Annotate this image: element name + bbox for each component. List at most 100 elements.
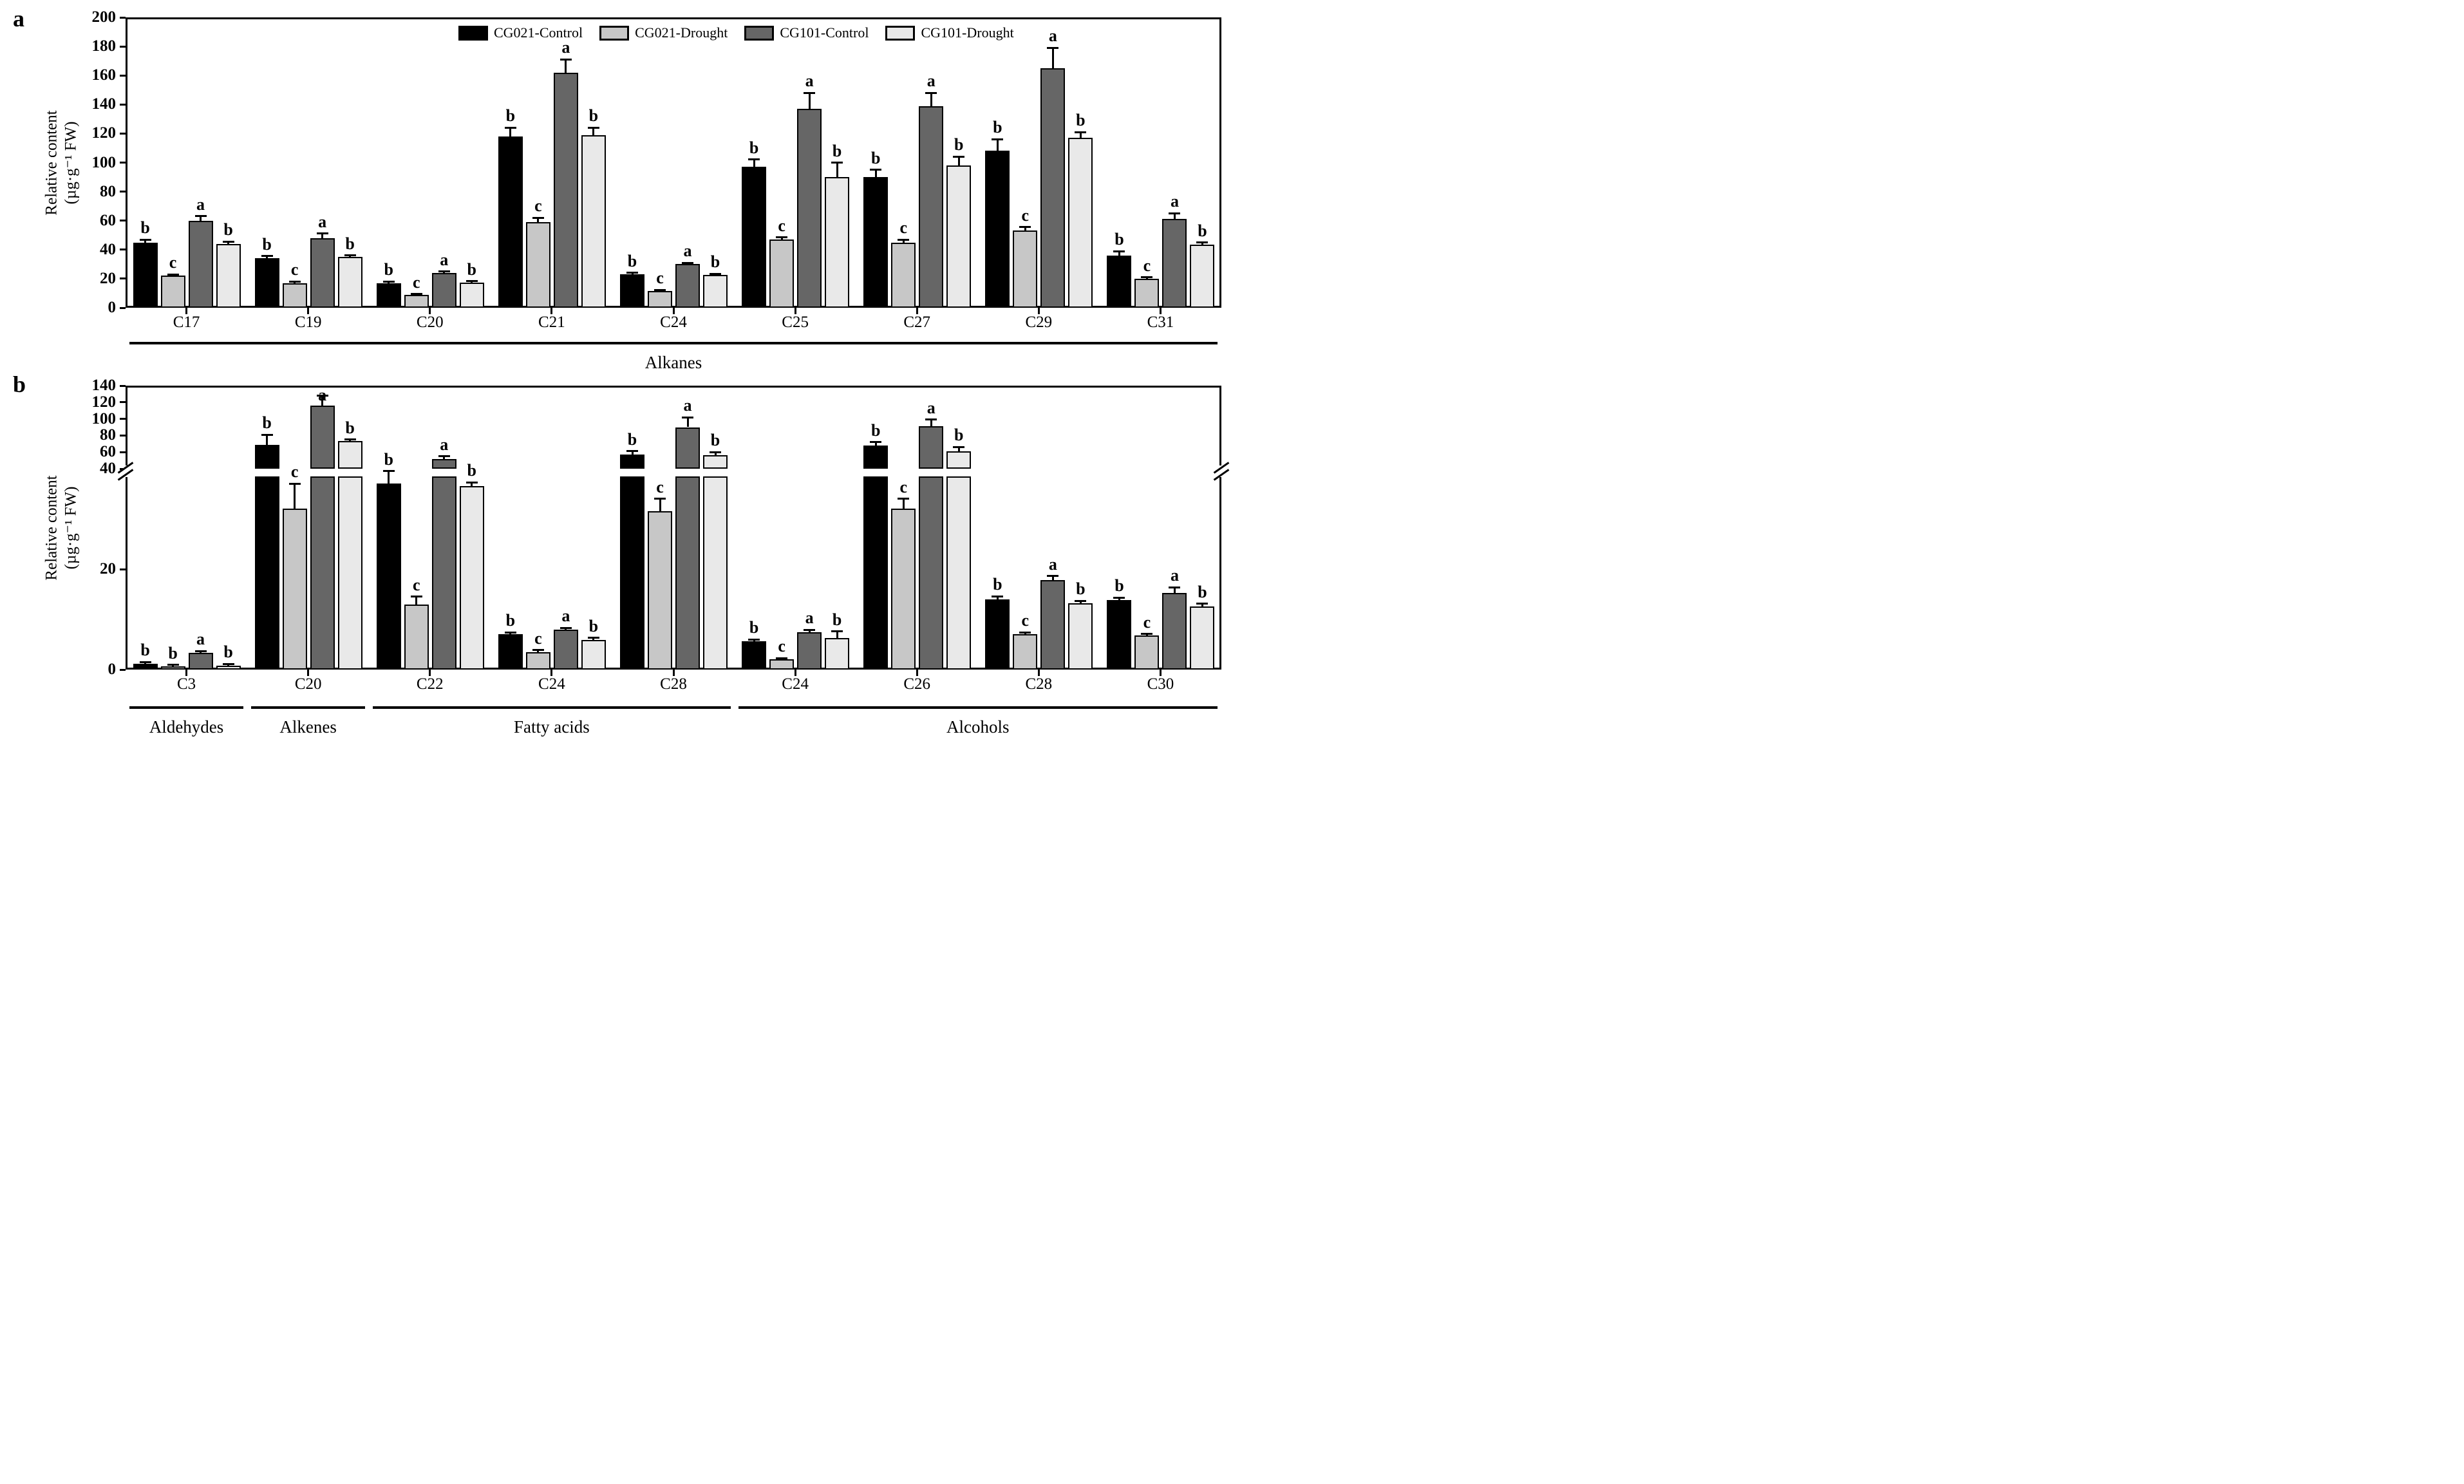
bar [404, 294, 429, 308]
y-tick-label: 120 [91, 124, 117, 142]
y-tick-mark [120, 568, 126, 570]
bar [1068, 138, 1093, 308]
bar [1013, 230, 1038, 308]
error-bar-cap [1075, 131, 1087, 133]
bar [216, 243, 241, 308]
significance-letter: b [870, 148, 881, 167]
bar [891, 509, 916, 670]
error-bar [200, 216, 202, 221]
significance-letter: b [749, 138, 759, 157]
error-bar-cap [710, 272, 721, 275]
significance-letter: b [710, 431, 720, 450]
error-bar [996, 596, 999, 599]
error-bar [321, 395, 324, 406]
y-tick-label: 140 [91, 95, 117, 113]
error-bar [509, 127, 512, 136]
error-bar [1051, 576, 1054, 581]
bar-upper-segment [703, 455, 728, 469]
x-tick-mark [550, 670, 553, 676]
bar-lower-segment [620, 476, 644, 670]
error-bar [266, 435, 268, 445]
error-bar [227, 241, 230, 244]
significance-letter: b [627, 429, 637, 449]
error-bar [1173, 213, 1176, 220]
bar [553, 72, 578, 308]
error-bar-cap [654, 288, 666, 291]
legend-item: CG021-Control [458, 24, 583, 41]
significance-letter: c [778, 637, 785, 656]
bar-lower-segment [431, 476, 456, 670]
significance-letter: b [710, 252, 720, 271]
category-class-line [738, 706, 1218, 709]
significance-letter: a [926, 71, 936, 91]
error-bar-cap [1113, 596, 1125, 599]
y-tick-mark [120, 451, 126, 453]
legend-swatch [599, 25, 630, 41]
y-tick-mark [120, 401, 126, 404]
significance-letter: a [683, 241, 692, 261]
significance-letter: b [832, 610, 842, 629]
error-bar-cap [1196, 603, 1208, 605]
y-tick-mark [120, 74, 126, 77]
error-bar-cap [344, 438, 356, 441]
significance-letter: b [749, 618, 759, 637]
error-bar-cap [1141, 276, 1153, 279]
error-bar [1201, 603, 1203, 606]
significance-letter: c [412, 272, 420, 292]
significance-letter: c [412, 575, 420, 594]
error-bar-cap [410, 293, 422, 296]
x-tick-label: C21 [538, 314, 565, 331]
significance-letter: a [805, 608, 814, 628]
error-bar-cap [261, 255, 273, 258]
x-tick-label: C26 [903, 675, 931, 693]
error-bar-cap [1169, 212, 1181, 214]
error-bar-cap [466, 280, 478, 283]
error-bar-cap [1047, 575, 1059, 578]
error-bar-cap [410, 596, 422, 598]
error-bar [1118, 597, 1120, 601]
significance-letter: a [1048, 554, 1057, 574]
x-tick-label: C17 [173, 314, 200, 331]
category-class-line [373, 706, 731, 709]
error-bar [659, 498, 661, 512]
bar-lower-segment [946, 476, 972, 670]
error-bar-cap [992, 595, 1004, 597]
error-bar-cap [831, 630, 843, 633]
significance-letter: b [262, 413, 272, 433]
bar [675, 264, 700, 308]
y-tick-label: 80 [100, 182, 116, 200]
significance-letter: c [290, 462, 299, 482]
bar [825, 637, 850, 670]
error-bar-cap [167, 273, 179, 276]
significance-letter: b [505, 106, 516, 126]
significance-letter: b [168, 643, 178, 662]
significance-letter: c [169, 253, 177, 272]
bar [1162, 593, 1187, 670]
bar [1190, 244, 1215, 308]
bar [1162, 219, 1187, 308]
error-bar-cap [194, 650, 207, 652]
error-bar-cap [626, 450, 638, 453]
y-tick-label: 0 [108, 299, 117, 316]
error-bar-cap [925, 91, 937, 94]
y-tick-label: 40 [100, 240, 116, 258]
error-bar [266, 256, 268, 259]
significance-letter: b [993, 118, 1002, 137]
panel-a-letter: a [13, 6, 24, 32]
significance-letter: b [345, 234, 355, 253]
significance-letter: b [588, 616, 599, 635]
error-bar-cap [776, 236, 788, 239]
panel-a-plot [126, 17, 1221, 308]
error-bar-cap [1019, 226, 1031, 229]
ylabel-line1: Relative content [43, 109, 61, 216]
x-tick-label: C22 [416, 675, 444, 693]
significance-letter: b [1198, 221, 1207, 240]
error-bar-cap [831, 162, 843, 164]
category-class-label: Alcohols [946, 717, 1010, 737]
legend-item: CG101-Drought [885, 24, 1014, 41]
error-bar-cap [438, 270, 450, 273]
legend-label: CG021-Drought [635, 24, 728, 41]
y-tick-label: 120 [91, 393, 117, 411]
error-bar [144, 240, 147, 243]
error-bar [836, 162, 838, 178]
